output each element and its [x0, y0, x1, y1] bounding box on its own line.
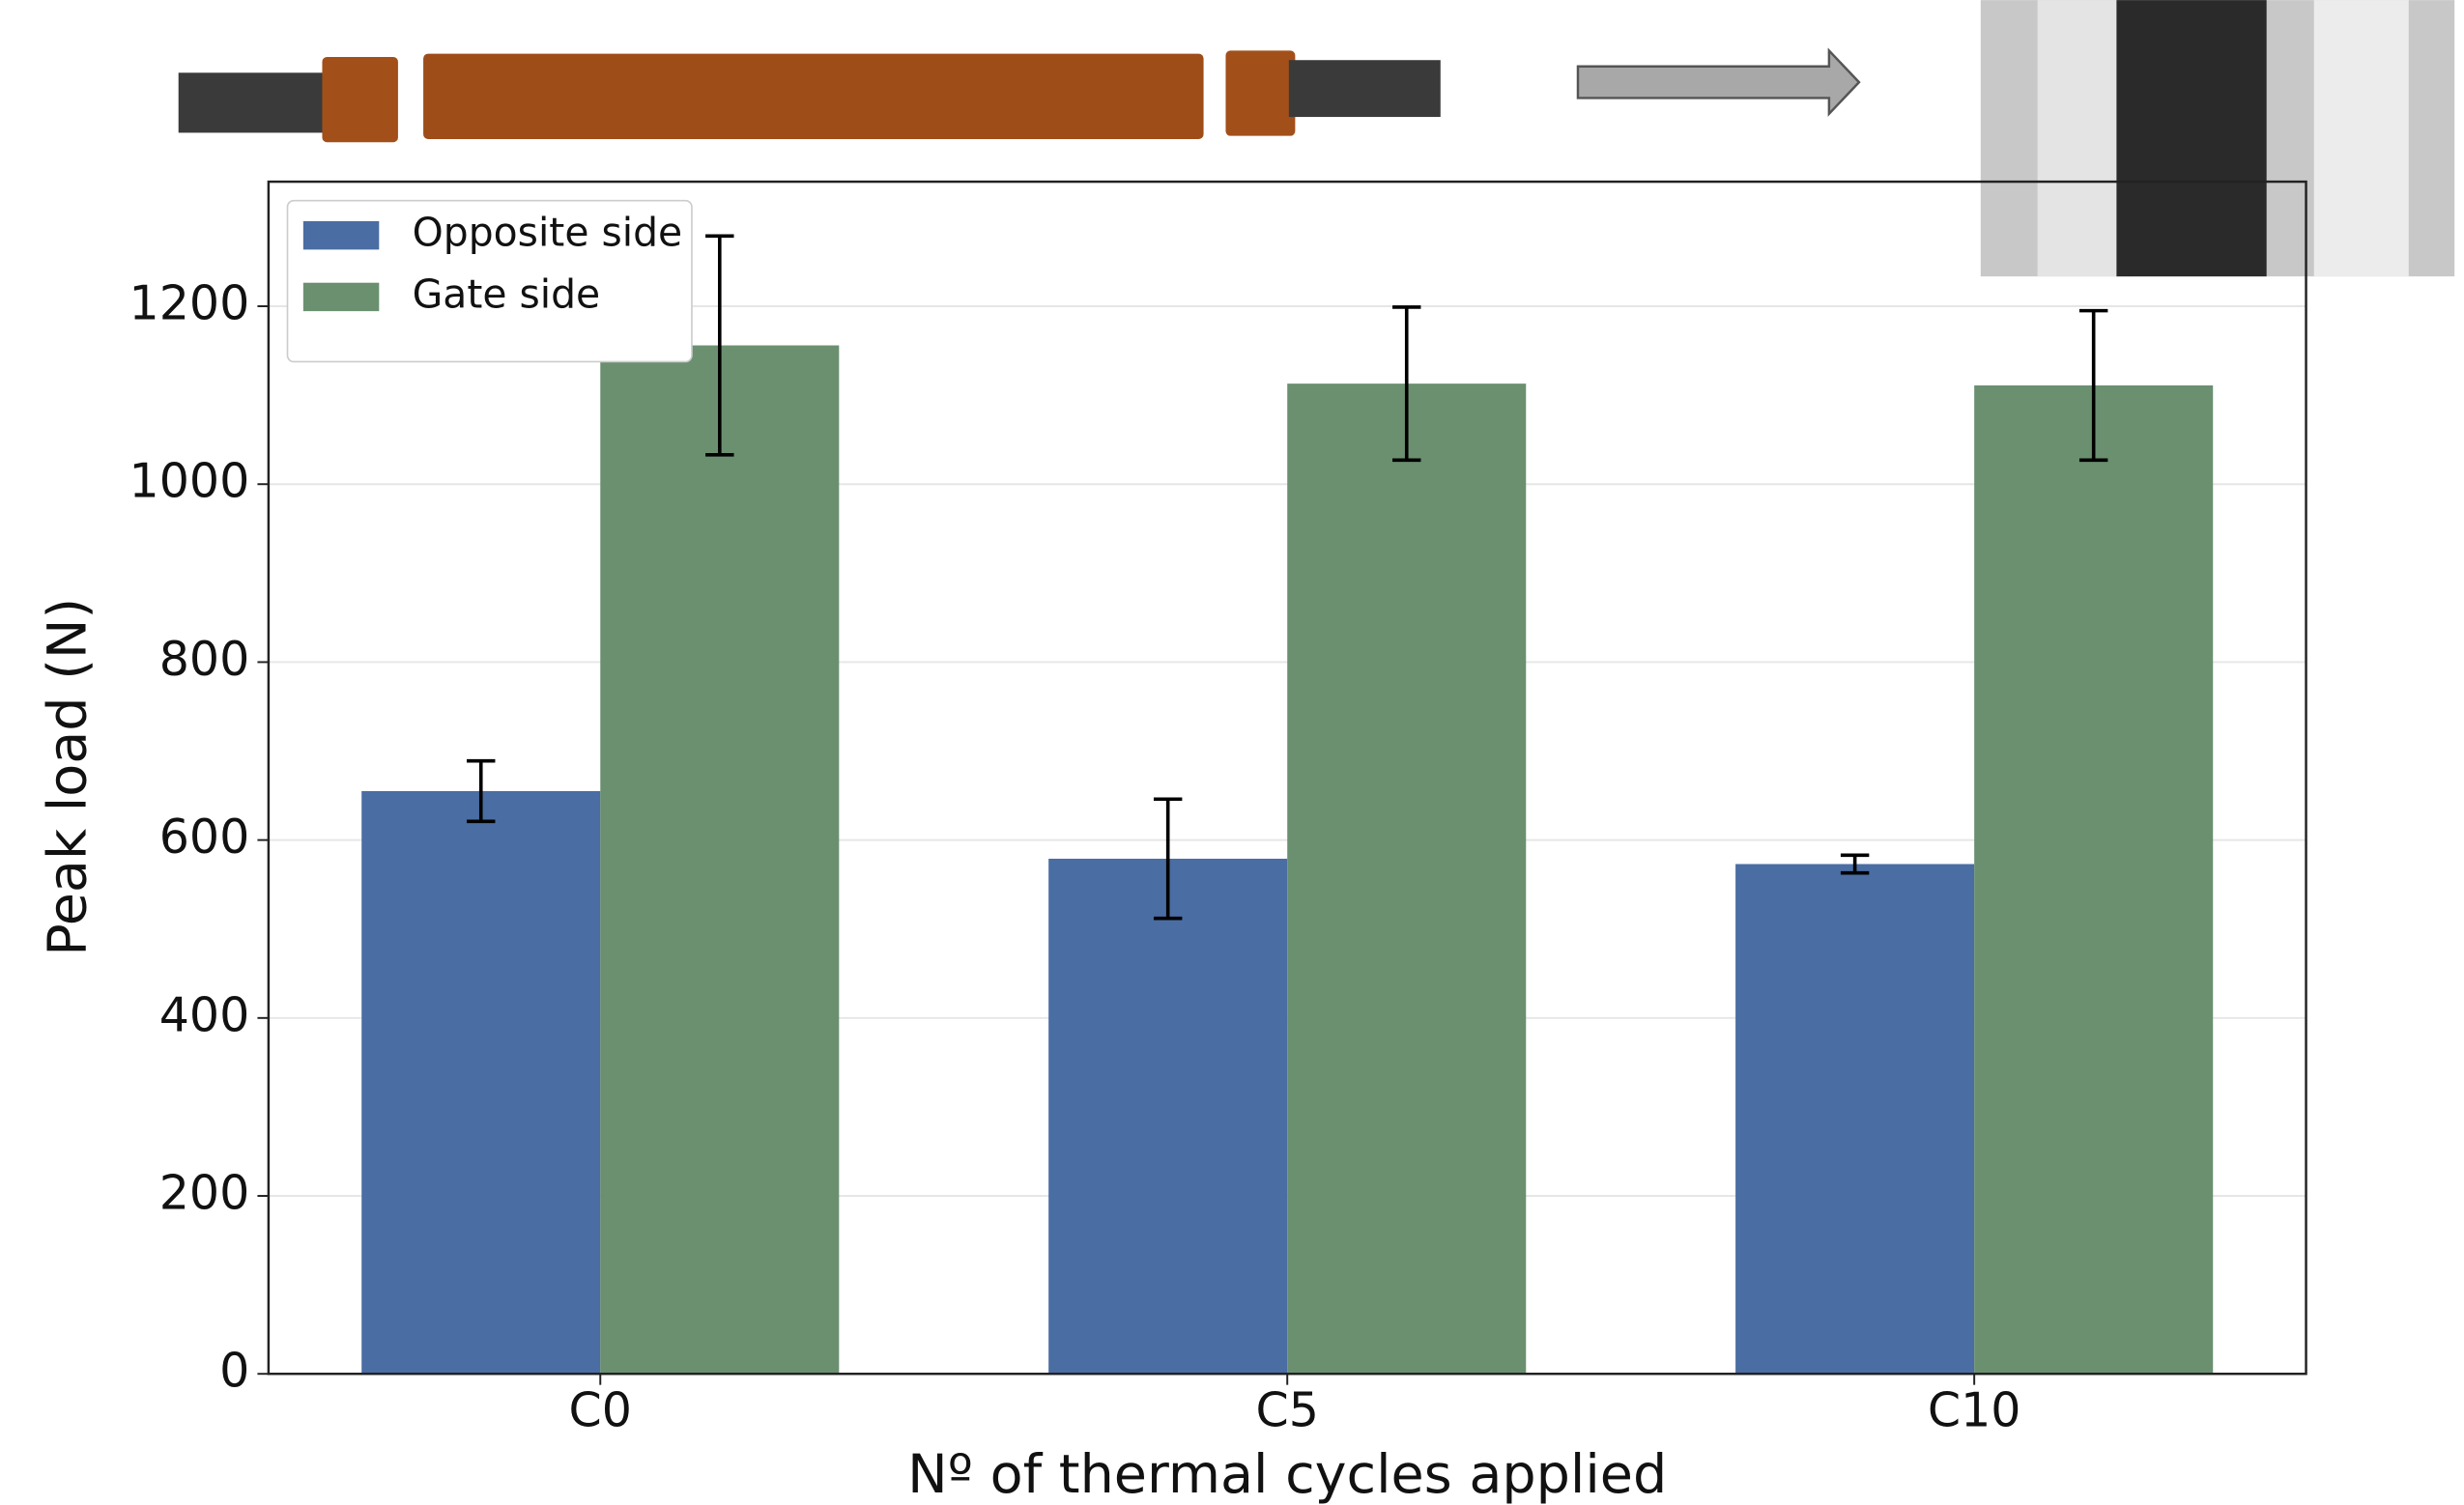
legend-label: Gate side [413, 270, 601, 317]
photo-detail [2313, 0, 2409, 277]
error-bar [2078, 308, 2108, 463]
bar [1735, 864, 1975, 1375]
error-bar [1840, 853, 1870, 875]
legend-box [286, 199, 693, 363]
plot-frame [267, 180, 2307, 1376]
photo-detail [2116, 0, 2267, 277]
y-tick-label: 800 [159, 631, 250, 687]
y-tick-label: 400 [159, 986, 250, 1042]
y-tick-label: 1200 [129, 275, 250, 331]
error-bar [1153, 797, 1183, 921]
specimen-body [423, 53, 1204, 139]
bar [1974, 384, 2214, 1375]
grip [1288, 60, 1441, 118]
tab [322, 56, 398, 143]
bar [1287, 383, 1527, 1375]
specimen-illustration [178, 0, 2455, 277]
bar [361, 790, 601, 1375]
y-tick-label: 200 [159, 1165, 250, 1221]
legend-swatch [302, 220, 380, 250]
error-bar [1392, 305, 1421, 463]
legend-label: Opposite side [413, 210, 683, 256]
x-tick-label: C10 [1928, 1382, 2021, 1438]
error-bar [467, 758, 496, 824]
bar [600, 345, 840, 1375]
bar [1048, 858, 1288, 1375]
x-axis-label: Nº of thermal cycles applied [907, 1443, 1667, 1505]
error-bar [705, 234, 734, 457]
legend: Opposite side Gate side [286, 199, 693, 363]
legend-swatch [302, 282, 380, 312]
arrow [1576, 47, 1861, 117]
x-tick-label: C0 [569, 1382, 632, 1438]
grip [178, 72, 329, 133]
tab [1225, 50, 1296, 136]
y-tick-label: 1000 [129, 453, 250, 509]
y-axis-label: Peak load (N) [37, 598, 100, 956]
y-tick-label: 600 [159, 809, 250, 865]
x-tick-label: C5 [1256, 1382, 1319, 1438]
y-tick-label: 0 [219, 1343, 249, 1399]
